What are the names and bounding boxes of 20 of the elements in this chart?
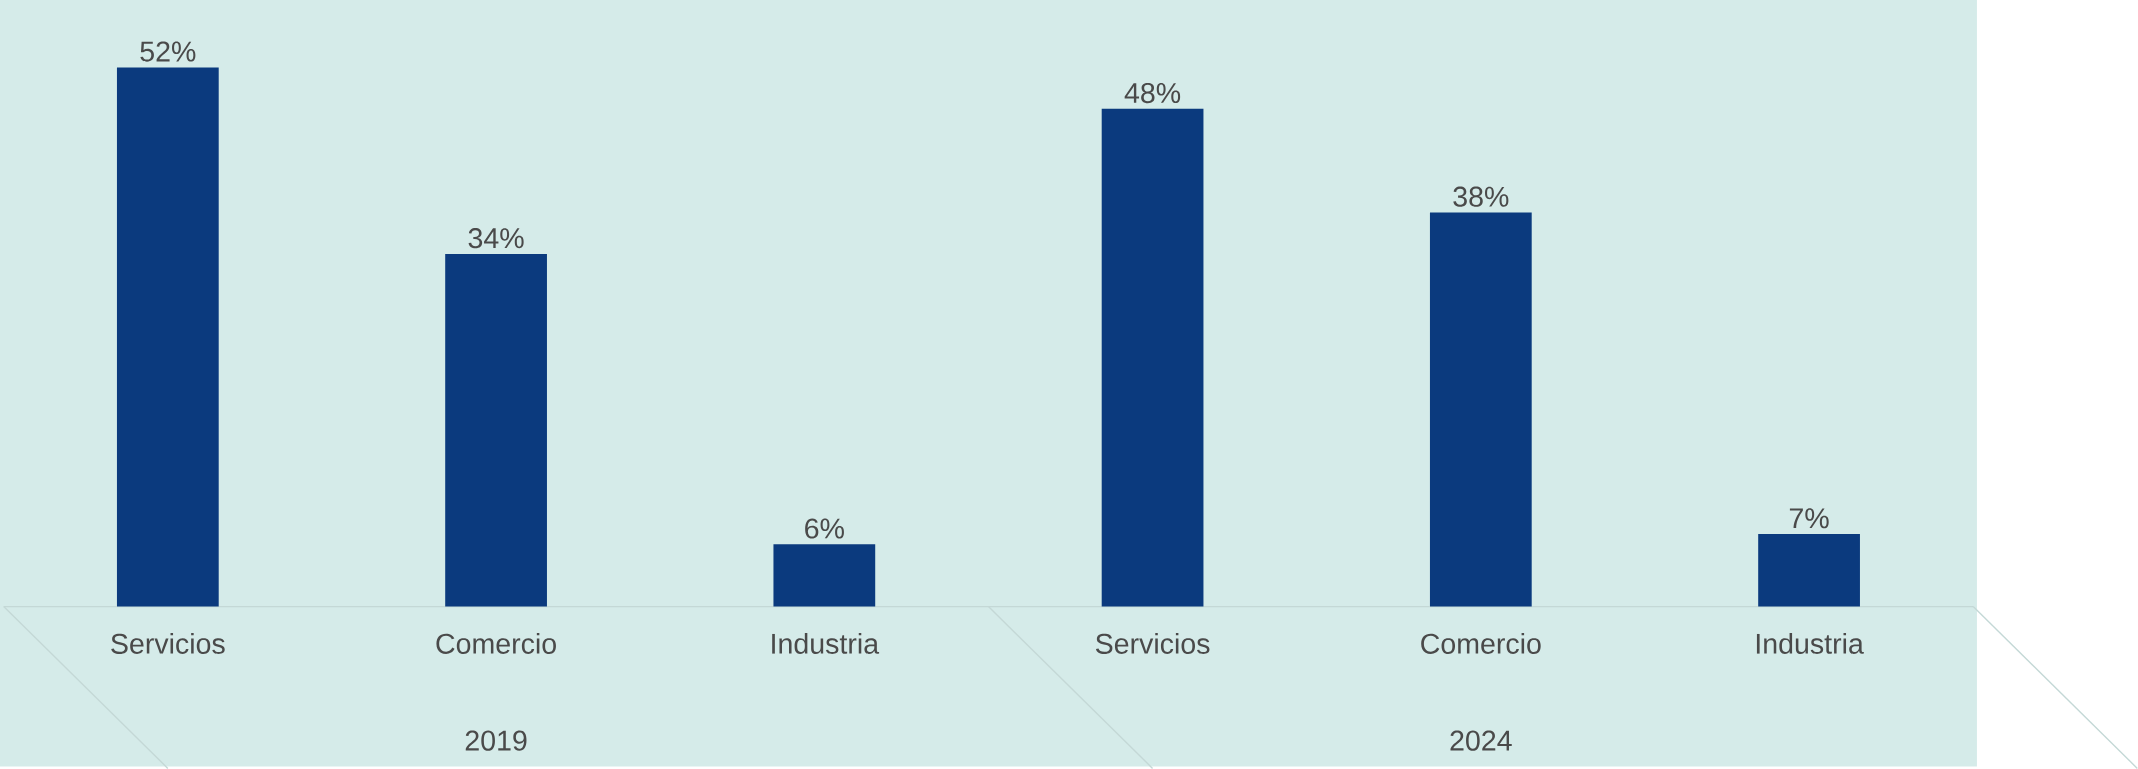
x-tick-label: Comercio — [1421, 632, 1541, 654]
bar — [1429, 212, 1532, 607]
data-label: 52% — [140, 41, 196, 62]
data-label: 48% — [1124, 82, 1181, 104]
data-label: 6% — [805, 518, 844, 539]
bar — [773, 544, 876, 607]
bar — [1758, 533, 1860, 607]
data-label: 7% — [1789, 508, 1829, 529]
x-tick-label: Industria — [1756, 632, 1864, 654]
text: 2019 — [465, 730, 527, 751]
data-label: 38% — [1453, 186, 1509, 207]
x-tick-label: Servicios — [111, 632, 225, 654]
bar — [116, 67, 219, 607]
bar — [1101, 108, 1204, 607]
x-tick-label: Comercio — [436, 632, 556, 654]
x-tick-label: Industria — [772, 632, 880, 654]
text: 2024 — [1450, 730, 1512, 751]
x-tick-label: Servicios — [1095, 632, 1210, 654]
data-label: 34% — [468, 228, 524, 249]
bar — [445, 253, 547, 607]
